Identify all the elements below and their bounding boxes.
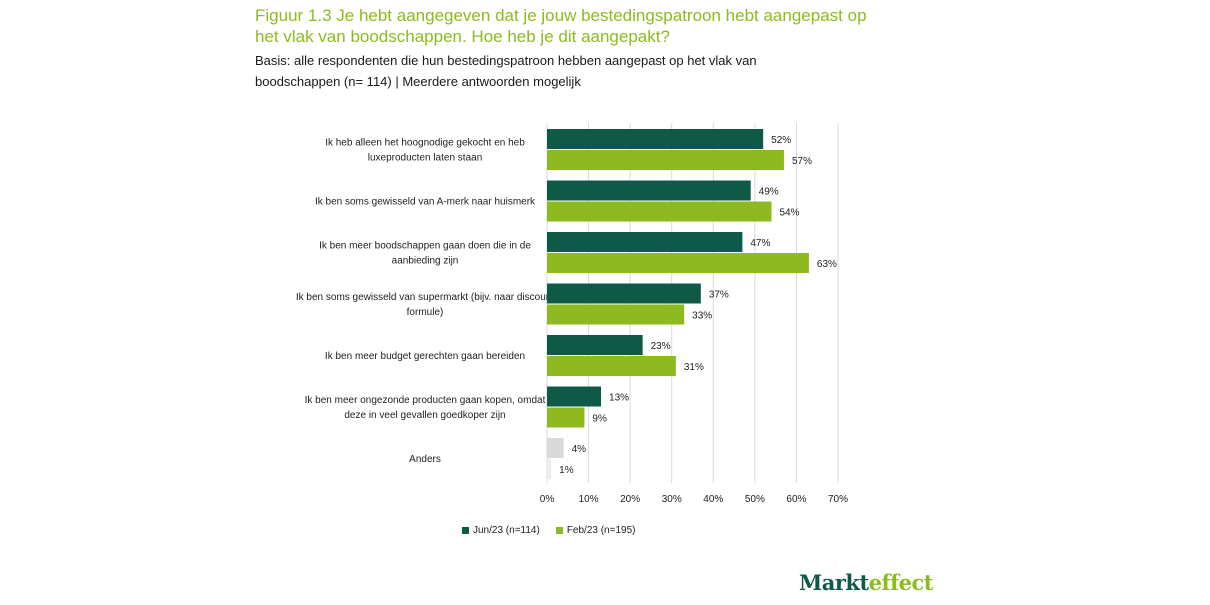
x-tick-label: 20% — [620, 494, 640, 505]
category-label: Anders — [409, 454, 441, 465]
bar-jun — [547, 386, 602, 407]
data-label-jun: 52% — [771, 135, 791, 146]
bar-jun — [547, 438, 564, 458]
category-label: Ik ben meer boodschappen gaan doen die i… — [319, 241, 531, 252]
data-label-jun: 47% — [750, 238, 770, 249]
category-label: formule) — [407, 307, 444, 318]
logo-part-effect: effect — [868, 570, 934, 595]
legend-swatch-jun — [462, 527, 469, 534]
legend-swatch-feb — [555, 527, 563, 534]
data-label-feb: 54% — [779, 208, 799, 219]
bar-feb — [547, 253, 809, 273]
legend-label-jun: Jun/23 (n=114) — [473, 525, 540, 536]
data-label-jun: 4% — [572, 444, 587, 455]
data-label-feb: 1% — [559, 465, 574, 476]
bar-jun — [547, 335, 643, 355]
category-label: Ik ben soms gewisseld van supermarkt (bi… — [296, 292, 554, 303]
data-label-feb: 9% — [592, 414, 607, 425]
data-label-jun: 49% — [759, 187, 779, 198]
x-tick-label: 70% — [828, 494, 848, 505]
category-label: deze in veel gevallen goedkoper zijn — [344, 410, 505, 421]
logo-part-markt: Markt — [799, 570, 869, 595]
bar-feb — [547, 356, 676, 376]
bar-feb — [547, 201, 772, 222]
chart-legend: Jun/23 (n=114) Feb/23 (n=195) — [462, 525, 635, 536]
x-tick-label: 10% — [579, 494, 599, 505]
data-label-feb: 57% — [792, 156, 812, 167]
data-label-jun: 37% — [709, 290, 729, 301]
category-label: aanbieding zijn — [392, 256, 459, 267]
x-tick-label: 40% — [703, 494, 723, 505]
markteffect-logo: Markteffect — [799, 570, 933, 595]
x-tick-label: 30% — [662, 494, 682, 505]
category-label: Ik ben soms gewisseld van A-merk naar hu… — [315, 197, 536, 208]
bar-feb — [547, 150, 784, 170]
category-label: luxeproducten laten staan — [368, 153, 483, 164]
category-label: Ik heb alleen het hoognodige gekocht en … — [325, 138, 525, 149]
bar-feb — [547, 459, 552, 479]
chart-subtitle: Basis: alle respondenten die hun bestedi… — [255, 53, 757, 89]
data-label-feb: 33% — [692, 311, 712, 322]
legend-item-feb: Feb/23 (n=195) — [555, 525, 636, 536]
bar-jun — [547, 180, 751, 201]
data-label-jun: 13% — [609, 393, 629, 404]
x-tick-label: 0% — [540, 494, 555, 505]
bar-feb — [547, 407, 585, 428]
legend-item-jun: Jun/23 (n=114) — [462, 525, 540, 536]
x-tick-label: 60% — [786, 494, 806, 505]
bar-jun — [547, 129, 764, 149]
chart-title: Figuur 1.3 Je hebt aangegeven dat je jou… — [255, 6, 867, 46]
bar-feb — [547, 304, 685, 325]
bar-jun — [547, 232, 743, 252]
category-label: Ik ben meer ongezonde producten gaan kop… — [305, 395, 546, 406]
data-label-feb: 31% — [684, 362, 704, 373]
bar-jun — [547, 283, 701, 304]
legend-label-feb: Feb/23 (n=195) — [566, 525, 636, 536]
x-tick-label: 50% — [745, 494, 765, 505]
category-label: Ik ben meer budget gerechten gaan bereid… — [325, 351, 525, 362]
data-label-jun: 23% — [651, 341, 671, 352]
data-label-feb: 63% — [817, 259, 837, 270]
